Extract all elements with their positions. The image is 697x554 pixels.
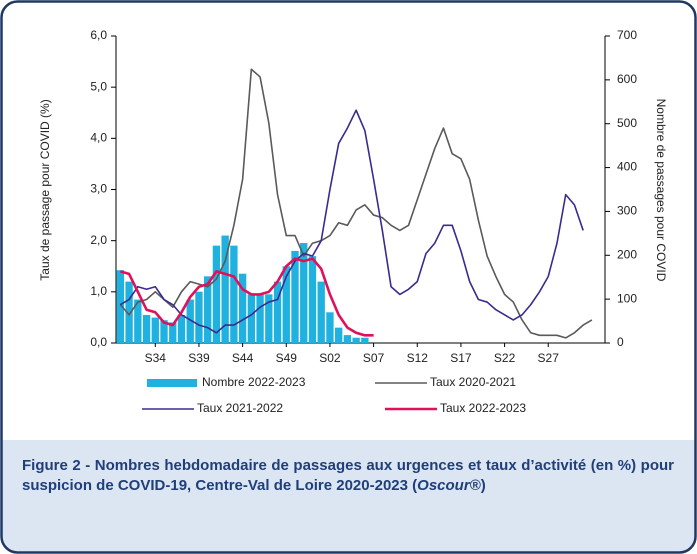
y2-tick-label: 200 [617, 247, 637, 261]
bar [256, 294, 264, 343]
bar [308, 256, 317, 343]
bar [142, 314, 151, 343]
bar [212, 245, 221, 343]
bar [204, 276, 212, 343]
y-tick-label: 1,0 [90, 284, 107, 298]
bar [134, 299, 142, 343]
y2-tick-label: 0 [617, 335, 624, 349]
y-axis-title: Taux de passage pour COVID (%) [38, 99, 52, 280]
x-tick-label: S49 [276, 351, 298, 365]
bar [195, 291, 203, 343]
bar [186, 299, 194, 343]
y2-tick-label: 100 [617, 291, 637, 305]
bar [282, 266, 290, 343]
y2-tick-label: 600 [617, 72, 637, 86]
line [119, 109, 584, 334]
bar [317, 281, 325, 343]
bar [343, 335, 352, 343]
caption-background [1, 440, 696, 553]
x-tick-label: S07 [363, 351, 385, 365]
caption-source: Oscour® [417, 477, 481, 494]
y2-tick-label: 300 [617, 204, 637, 218]
y-tick-label: 3,0 [90, 182, 107, 196]
legend-swatch [147, 379, 197, 387]
bar [177, 314, 186, 343]
y2-tick-label: 700 [617, 28, 637, 42]
bar [247, 294, 256, 343]
legend-label: Taux 2021-2022 [197, 401, 283, 415]
x-tick-label: S44 [232, 351, 254, 365]
bar [265, 294, 273, 343]
y2-tick-label: 400 [617, 160, 637, 174]
bar [361, 337, 369, 343]
legend-label: Taux 2020-2021 [430, 375, 516, 389]
bar [273, 281, 282, 343]
legend-label: Taux 2022-2023 [440, 401, 526, 415]
bar [230, 245, 238, 343]
bar [125, 281, 133, 343]
y-tick-label: 0,0 [90, 335, 107, 349]
line [119, 68, 593, 339]
y-tick-label: 6,0 [90, 28, 107, 42]
x-tick-label: S34 [145, 351, 167, 365]
y2-axis-title: Nombre de passages pour COVID [654, 99, 668, 282]
x-tick-label: S17 [450, 351, 472, 365]
caption-text: Figure 2 - Nombres hebdomadaire de passa… [22, 457, 674, 494]
y2-tick-label: 500 [617, 116, 637, 130]
bar [151, 317, 159, 343]
x-tick-label: S39 [188, 351, 210, 365]
bar [352, 337, 360, 343]
bar [169, 322, 177, 343]
x-tick-label: S27 [538, 351, 560, 365]
y-tick-label: 4,0 [90, 131, 107, 145]
x-tick-label: S22 [494, 351, 516, 365]
bar [238, 273, 247, 343]
bar [160, 320, 168, 343]
y-tick-label: 2,0 [90, 233, 107, 247]
line [120, 257, 374, 337]
bar [300, 243, 308, 343]
x-tick-label: S02 [319, 351, 341, 365]
legend-label: Nombre 2022-2023 [202, 375, 306, 389]
y-tick-label: 5,0 [90, 79, 107, 93]
bar [116, 270, 125, 343]
caption: Figure 2 - Nombres hebdomadaire de passa… [22, 456, 674, 496]
bar [221, 235, 229, 343]
bar [291, 250, 299, 343]
x-tick-label: S12 [407, 351, 429, 365]
bar [326, 312, 334, 343]
bar [335, 327, 343, 343]
caption-end: ) [480, 477, 486, 494]
